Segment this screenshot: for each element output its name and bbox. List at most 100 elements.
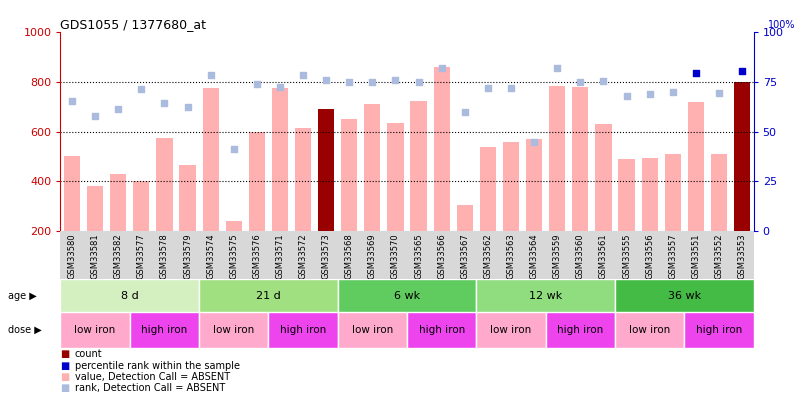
Bar — [156, 138, 172, 231]
Text: low iron: low iron — [213, 325, 255, 335]
Point — [89, 112, 102, 119]
Bar — [711, 154, 727, 231]
Text: GSM33553: GSM33553 — [737, 233, 746, 279]
Point — [736, 68, 749, 74]
Bar — [615, 279, 754, 312]
Bar — [546, 312, 615, 348]
Text: GSM33568: GSM33568 — [345, 233, 354, 279]
Bar — [364, 104, 380, 231]
Text: GSM33575: GSM33575 — [229, 233, 239, 279]
Point — [643, 91, 656, 98]
Point — [481, 85, 494, 92]
Bar — [180, 165, 196, 231]
Bar — [476, 312, 546, 348]
Point — [550, 65, 563, 72]
Bar — [133, 181, 149, 231]
Point — [689, 70, 702, 77]
Bar — [388, 123, 404, 231]
Text: age ▶: age ▶ — [8, 291, 37, 301]
Bar — [457, 205, 473, 231]
Text: GSM33577: GSM33577 — [137, 233, 146, 279]
Text: GSM33556: GSM33556 — [645, 233, 654, 279]
Point — [435, 65, 448, 72]
Text: GSM33555: GSM33555 — [622, 233, 631, 279]
Bar — [526, 139, 542, 231]
Text: value, Detection Call = ABSENT: value, Detection Call = ABSENT — [75, 372, 230, 382]
Bar — [318, 109, 334, 231]
Point — [412, 79, 425, 85]
Point — [297, 71, 310, 78]
Text: low iron: low iron — [74, 325, 116, 335]
Point — [204, 71, 217, 78]
Point — [320, 76, 333, 83]
Text: GSM33551: GSM33551 — [692, 233, 700, 279]
Text: GDS1055 / 1377680_at: GDS1055 / 1377680_at — [60, 18, 206, 31]
Text: 8 d: 8 d — [121, 291, 139, 301]
Text: ■: ■ — [60, 361, 69, 371]
Bar — [596, 124, 612, 231]
Text: rank, Detection Call = ABSENT: rank, Detection Call = ABSENT — [75, 384, 225, 393]
Text: GSM33581: GSM33581 — [90, 233, 100, 279]
Text: GSM33580: GSM33580 — [68, 233, 77, 279]
Bar — [199, 279, 338, 312]
Bar — [199, 312, 268, 348]
Bar — [684, 312, 754, 348]
Bar — [202, 88, 218, 231]
Bar — [642, 158, 658, 231]
Bar — [60, 279, 199, 312]
Text: high iron: high iron — [557, 325, 604, 335]
Bar — [226, 222, 242, 231]
Text: GSM33573: GSM33573 — [322, 233, 330, 279]
Point — [65, 97, 78, 104]
Bar — [480, 147, 496, 231]
Bar — [249, 132, 265, 231]
Bar — [295, 128, 311, 231]
Point — [227, 146, 240, 152]
Text: ■: ■ — [60, 350, 69, 359]
Text: low iron: low iron — [629, 325, 671, 335]
Text: 6 wk: 6 wk — [394, 291, 420, 301]
Text: high iron: high iron — [141, 325, 188, 335]
Bar — [87, 186, 103, 231]
Point — [620, 92, 633, 99]
Point — [112, 105, 125, 112]
Bar — [110, 174, 127, 231]
Text: dose ▶: dose ▶ — [8, 325, 42, 335]
Bar — [130, 312, 199, 348]
Bar — [407, 312, 476, 348]
Point — [158, 100, 171, 107]
Text: high iron: high iron — [418, 325, 465, 335]
Bar — [734, 82, 750, 231]
Bar — [549, 86, 565, 231]
Text: GSM33567: GSM33567 — [460, 233, 469, 279]
Text: GSM33559: GSM33559 — [553, 233, 562, 279]
Text: GSM33560: GSM33560 — [575, 233, 585, 279]
Bar — [665, 154, 681, 231]
Text: GSM33552: GSM33552 — [714, 233, 724, 279]
Text: high iron: high iron — [280, 325, 326, 335]
Text: 12 wk: 12 wk — [529, 291, 563, 301]
Point — [135, 86, 147, 93]
Bar — [272, 88, 288, 231]
Text: GSM33564: GSM33564 — [530, 233, 538, 279]
Point — [181, 104, 194, 110]
Point — [667, 89, 679, 95]
Text: low iron: low iron — [490, 325, 532, 335]
Point — [459, 109, 472, 115]
Text: GSM33578: GSM33578 — [160, 233, 169, 279]
Point — [713, 90, 725, 96]
Text: GSM33565: GSM33565 — [414, 233, 423, 279]
Point — [273, 84, 286, 90]
Point — [251, 81, 264, 88]
Point — [528, 138, 541, 145]
Point — [389, 76, 402, 83]
Text: 21 d: 21 d — [256, 291, 280, 301]
Text: ■: ■ — [60, 384, 69, 393]
Bar — [688, 102, 704, 231]
Bar — [618, 159, 634, 231]
Bar — [338, 279, 476, 312]
Text: GSM33562: GSM33562 — [484, 233, 492, 279]
Text: GSM33569: GSM33569 — [368, 233, 377, 279]
Point — [343, 79, 355, 85]
Text: 36 wk: 36 wk — [667, 291, 701, 301]
